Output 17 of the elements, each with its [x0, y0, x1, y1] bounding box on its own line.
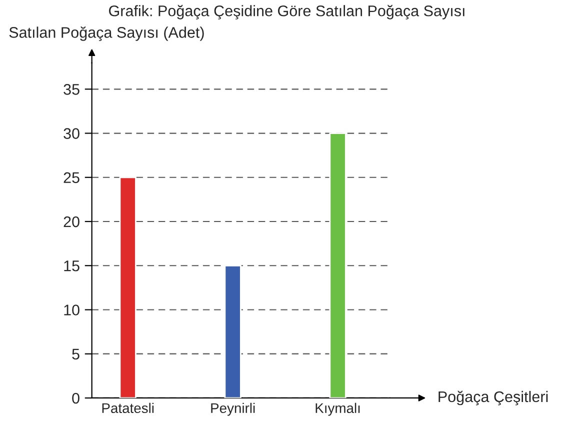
- x-tick-label: Patatesli: [102, 402, 154, 414]
- y-tick-label: 25: [64, 172, 80, 184]
- y-tick-label: 5: [72, 348, 80, 360]
- x-axis-title: Poğaça Çeşitleri: [438, 390, 548, 406]
- y-tick-label: 20: [64, 216, 80, 228]
- y-axis-title: Satılan Poğaça Sayısı (Adet): [9, 26, 204, 41]
- x-tick-label: Peynirli: [211, 402, 255, 416]
- y-tick-label: 30: [64, 128, 80, 139]
- bar: [224, 264, 242, 398]
- y-tick-label: 35: [64, 84, 80, 95]
- chart-title: Grafik: Poğaça Çeşidine Göre Satılan Poğaça Sayısı: [109, 4, 464, 20]
- y-tick-label: 10: [64, 304, 80, 316]
- y-tick-label: 15: [64, 260, 80, 272]
- x-tick-label: Kıymalı: [316, 402, 360, 416]
- bar: [329, 132, 346, 398]
- bar: [119, 176, 136, 398]
- y-tick-label: 0: [72, 392, 80, 404]
